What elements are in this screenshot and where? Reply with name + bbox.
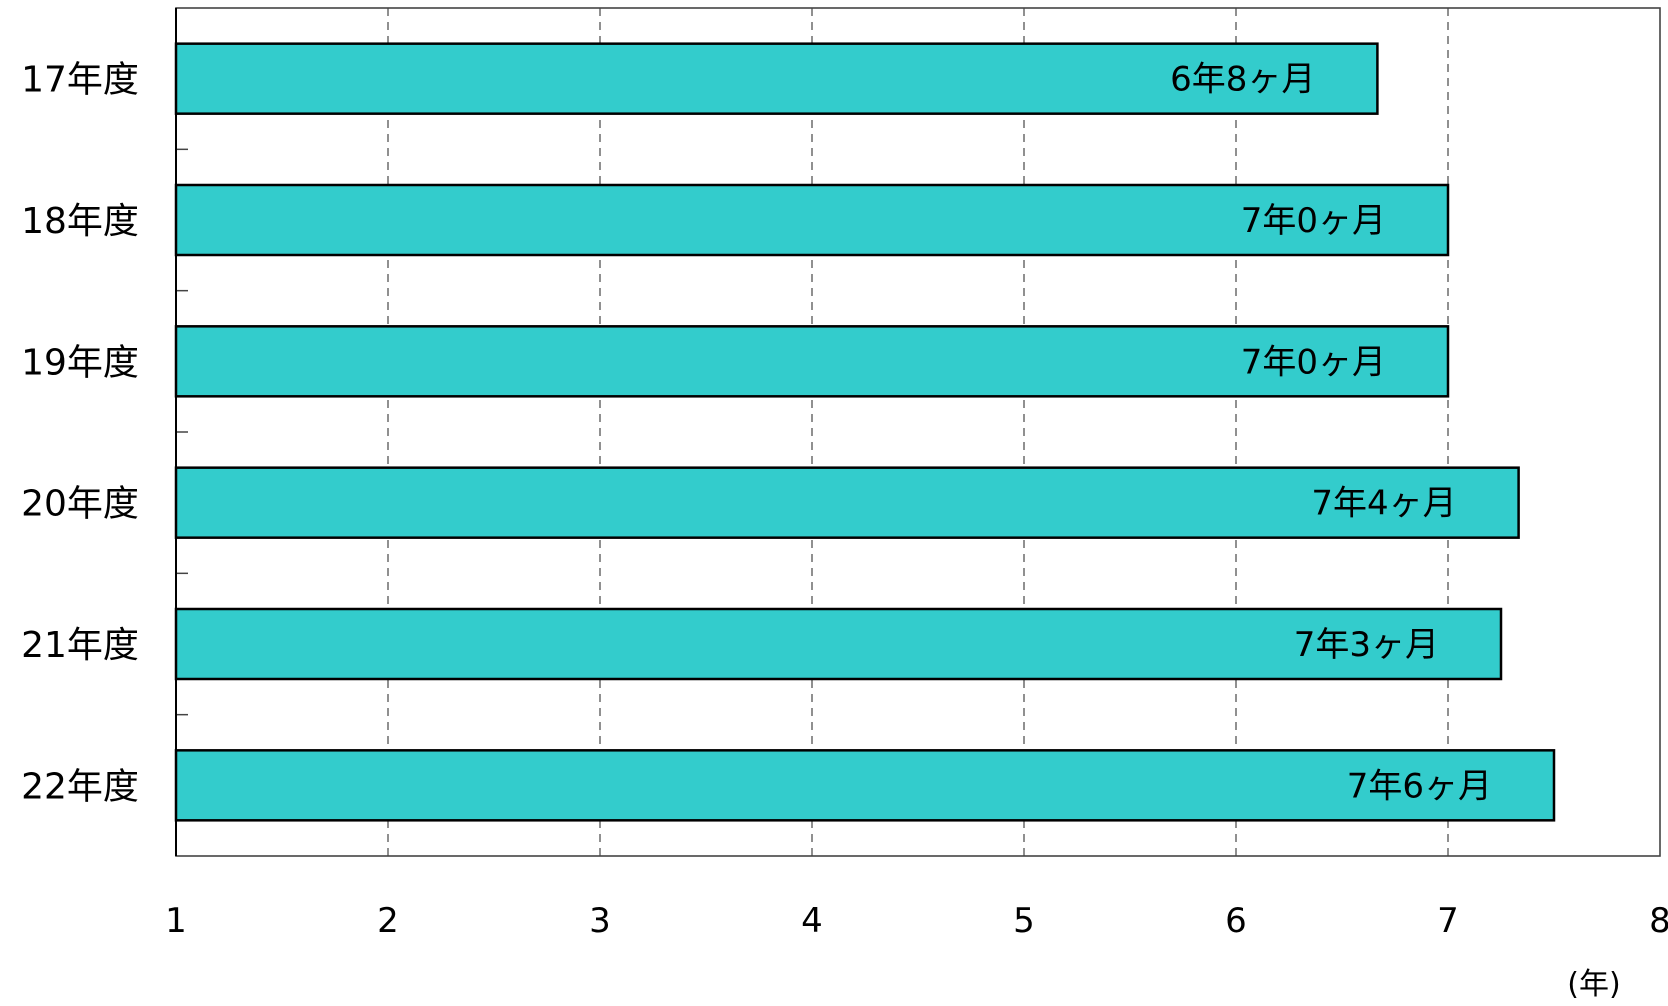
bar-20年度 [174, 466, 1520, 539]
gridlines [387, 8, 1449, 856]
category-label: 18年度 [21, 201, 139, 242]
x-tick-label: 6 [1225, 901, 1247, 941]
x-tick-label: 7 [1437, 901, 1459, 941]
bar-22年度 [174, 749, 1556, 822]
bars [174, 42, 1556, 822]
data-label: 7年0ヶ月 [1241, 342, 1386, 382]
bar-19年度 [174, 325, 1450, 398]
x-tick-label: 8 [1649, 901, 1668, 941]
data-label: 7年4ヶ月 [1311, 484, 1456, 524]
labels: 1 2 3 4 5 6 7 8 17年度 6年8ヶ月 18年度 7年0ヶ月 19年度 7年0ヶ月 20年度 7… [21, 60, 1668, 941]
x-tick-label: 5 [1013, 901, 1035, 941]
x-tick-label: 2 [377, 901, 399, 941]
data-label: 7年0ヶ月 [1241, 201, 1386, 241]
x-unit-label: (年) [1567, 967, 1620, 1002]
category-label: 20年度 [21, 484, 139, 525]
bar-21年度 [174, 607, 1503, 681]
axes [175, 8, 188, 856]
x-tick-label: 3 [589, 901, 611, 941]
category-label: 22年度 [21, 766, 139, 807]
category-label: 19年度 [21, 342, 139, 383]
x-tick-label: 4 [801, 901, 823, 941]
bar-17年度 [174, 42, 1379, 115]
x-tick-label: 1 [165, 901, 187, 941]
data-label: 6年8ヶ月 [1170, 60, 1315, 100]
category-label: 17年度 [21, 60, 139, 101]
category-label: 21年度 [21, 625, 139, 666]
data-label: 7年3ヶ月 [1294, 625, 1439, 665]
plot-frame [175, 7, 1661, 857]
data-label: 7年6ヶ月 [1347, 766, 1492, 806]
